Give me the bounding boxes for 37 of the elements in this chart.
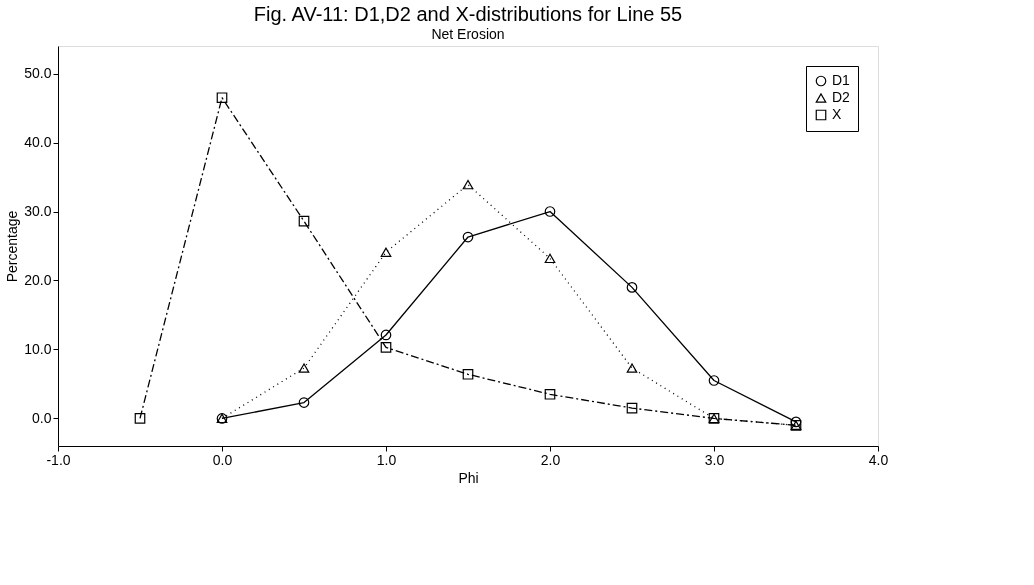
- y-tick-label: 30.0: [24, 203, 52, 220]
- point: [380, 342, 392, 353]
- x-tick-label: -1.0: [46, 451, 71, 468]
- x-tick-label: 2.0: [540, 451, 561, 468]
- point: [626, 402, 638, 414]
- point: [134, 413, 146, 424]
- x-tick-label: 1.0: [376, 451, 397, 468]
- y-tick-label: 0.0: [32, 409, 52, 426]
- legend-label: D2: [832, 89, 851, 105]
- y-tick-label: 10.0: [24, 340, 52, 357]
- point: [216, 92, 228, 104]
- point: [626, 282, 638, 293]
- point: [544, 206, 556, 217]
- x-tick-label: 3.0: [704, 451, 725, 468]
- x-tick-label: 4.0: [868, 451, 889, 468]
- point: [380, 247, 392, 257]
- legend-label: D1: [832, 72, 851, 88]
- chart-subtitle: Net Erosion: [431, 26, 505, 42]
- point: [298, 397, 310, 408]
- chart-title: Fig. AV-11: D1,D2 and X-distributions for Line 55: [253, 3, 683, 25]
- point: [462, 368, 474, 380]
- legend-label: X: [832, 106, 842, 122]
- point: [380, 329, 392, 341]
- point: [626, 363, 638, 373]
- point: [462, 231, 474, 243]
- point: [544, 253, 556, 264]
- point: [544, 388, 556, 400]
- y-tick-label: 20.0: [24, 271, 52, 288]
- point: [298, 215, 310, 227]
- point: [462, 179, 474, 190]
- y-tick-label: 40.0: [24, 134, 52, 151]
- point: [708, 375, 720, 386]
- y-axis-title: Percentage: [4, 210, 21, 283]
- y-tick-label: 50.0: [24, 65, 52, 82]
- point: [298, 363, 310, 373]
- x-axis-title: Phi: [458, 469, 479, 486]
- x-tick-label: 0.0: [212, 451, 233, 468]
